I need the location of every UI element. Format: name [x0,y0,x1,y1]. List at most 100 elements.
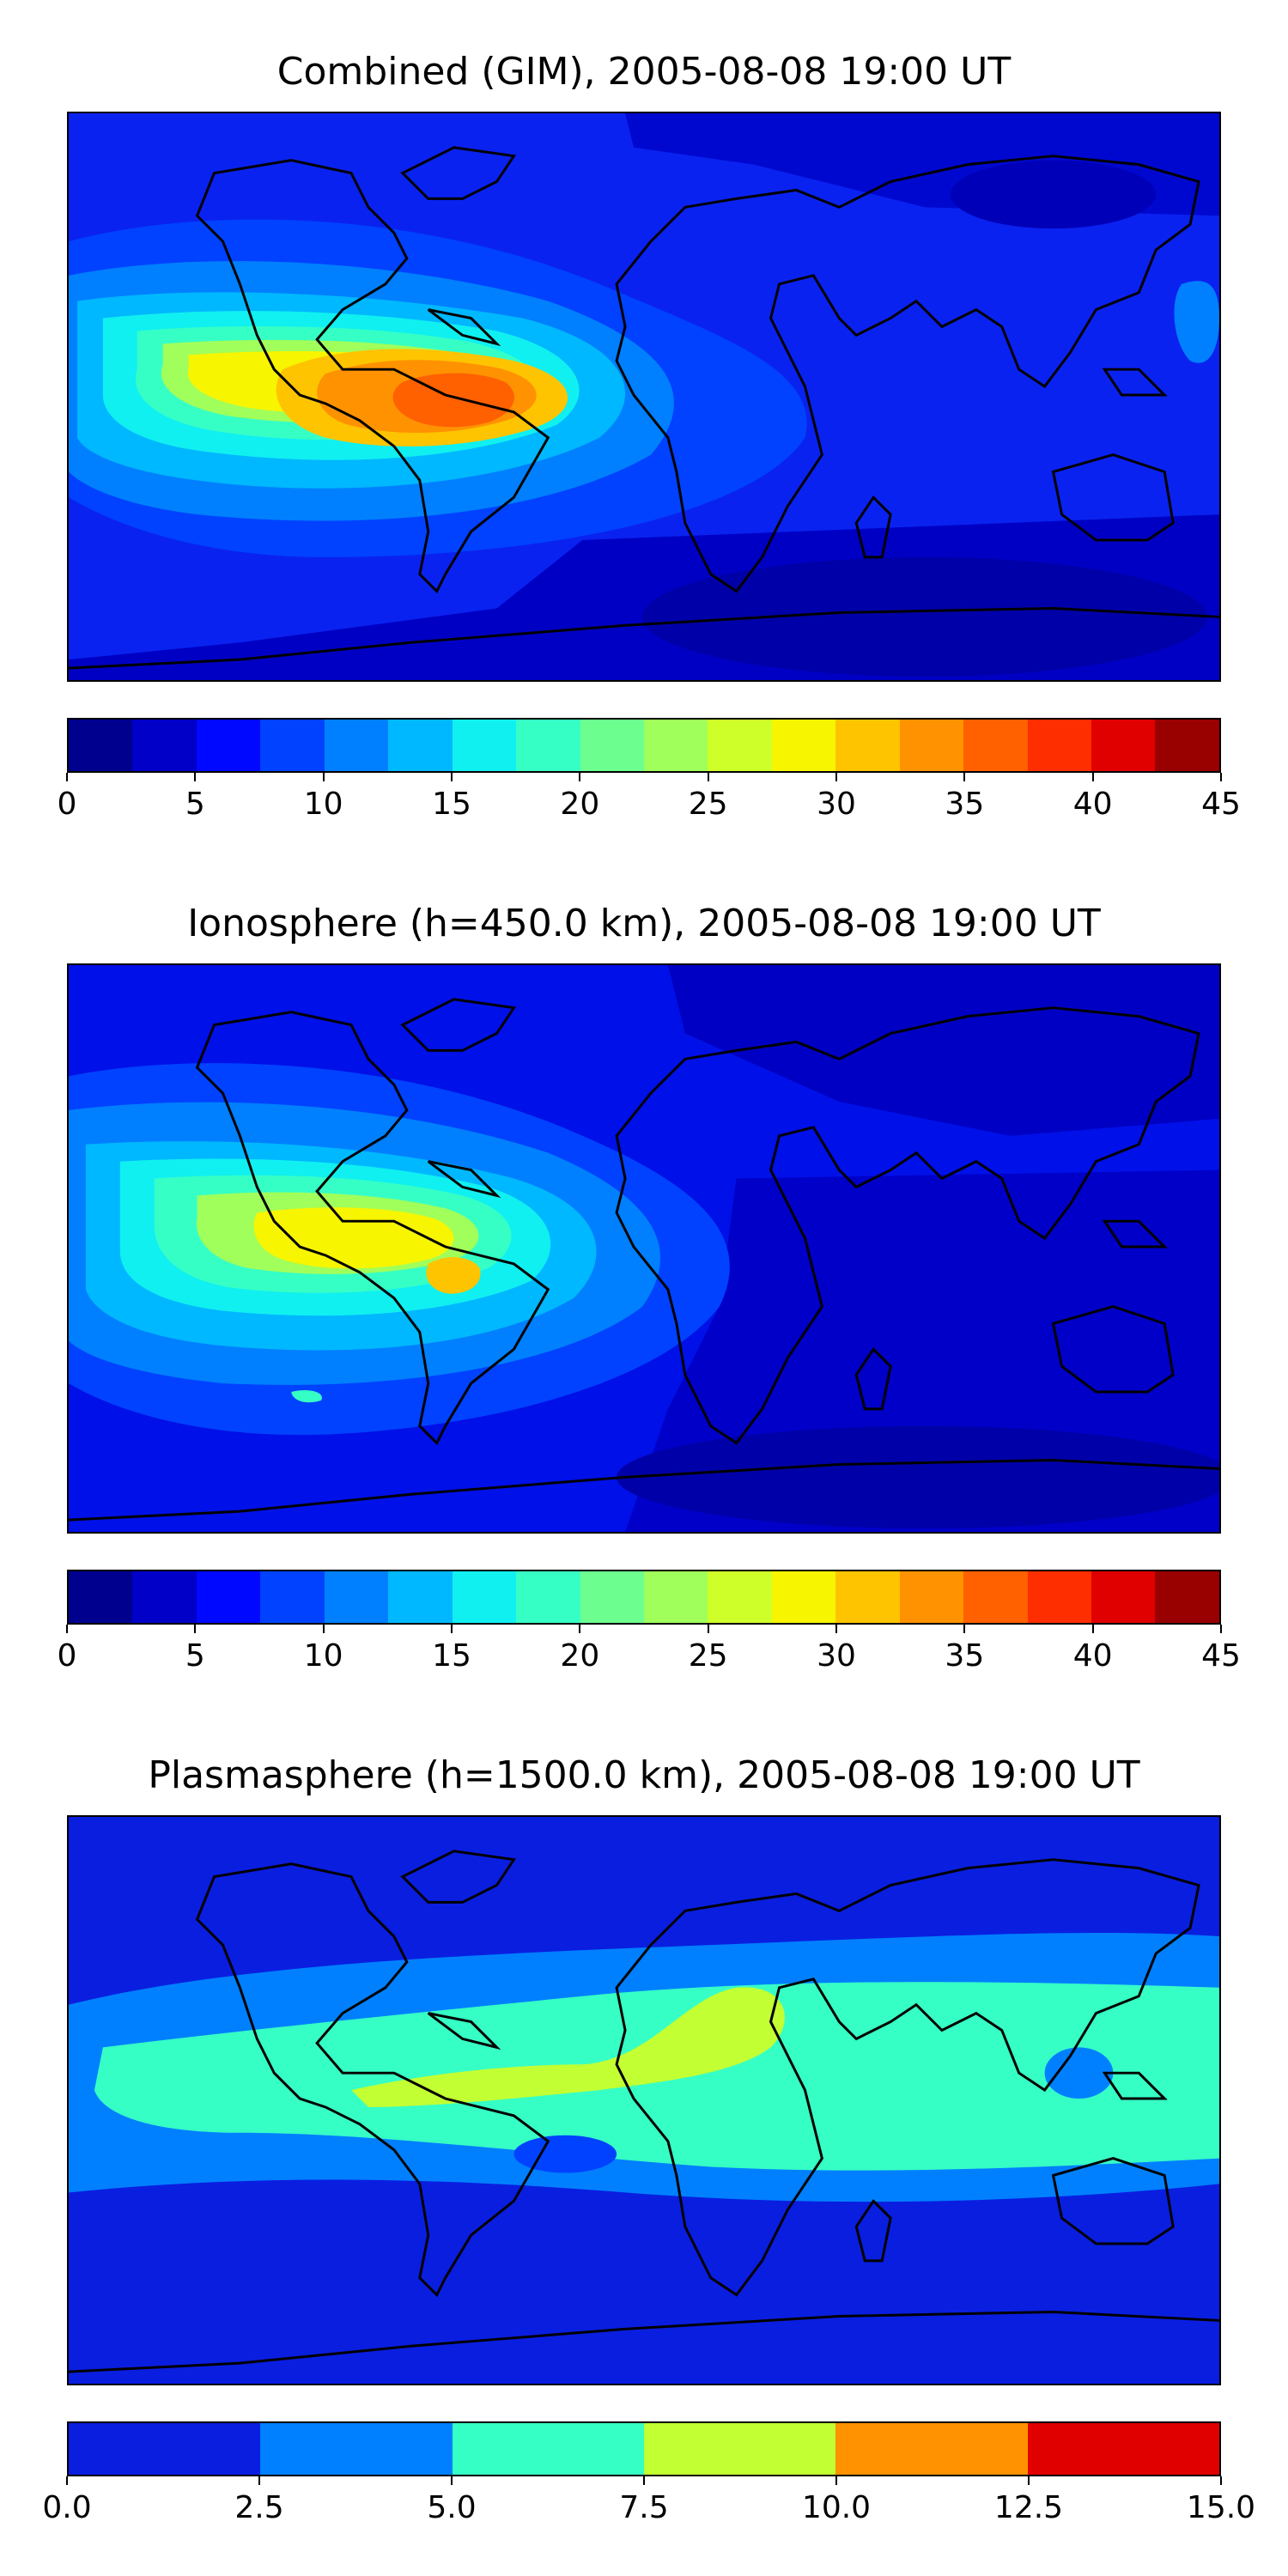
colorbar-tick-label: 20 [560,1638,600,1674]
colorbar-tick [963,1625,966,1633]
colorbar-segment [835,720,900,771]
colorbar-ticks: 0 5 10 15 20 25 30 35 40 45 [58,1625,1241,1674]
colorbar-tick-label: 10 [303,787,343,822]
colorbar-ticks: 0 5 10 15 20 25 30 35 40 45 [58,773,1241,822]
colorbar-segment [1027,1571,1091,1623]
colorbar-tick-label: 45 [1201,1638,1241,1674]
colorbar-segment [196,1571,261,1623]
colorbar-tick-label: 30 [817,1638,856,1674]
colorbar-tick-label: 12.5 [993,2490,1064,2525]
colorbar-segment [388,1571,453,1623]
colorbar-tick-label: 10 [303,1638,343,1674]
colorbar-tick-label: 25 [688,787,728,822]
colorbar-tick [835,1625,837,1633]
colorbar-tick [963,773,966,781]
colorbar-segment [1155,720,1219,771]
colorbar-tick-label: 5.0 [427,2490,477,2525]
colorbar-tick [322,1625,325,1633]
colorbar-segment [324,720,389,771]
tec-map-combined [67,112,1221,682]
colorbar-segment [580,720,644,771]
colorbar-tick-label: 10.0 [801,2490,872,2525]
colorbar-segment [260,720,325,771]
colorbar-tick-label: 20 [560,787,600,822]
colorbar-tick-label: 40 [1072,787,1113,822]
colorbar-tick [1028,2476,1030,2485]
colorbar-tick [1220,1625,1222,1633]
colorbar-segment [643,1571,708,1623]
colorbar-tick-label: 2.5 [234,2490,284,2525]
colorbar-segment [452,2423,644,2475]
colorbar-segment [452,1571,517,1623]
colorbar-tick-label: 40 [1072,1638,1113,1674]
colorbar-segment [899,720,964,771]
colorbar-tick-label: 5 [185,787,205,822]
colorbar-segment [69,1571,133,1623]
colorbar-segment [643,2423,836,2475]
colorbar-tick-label: 0 [57,787,77,822]
colorbar-tick [1091,773,1094,781]
tec-map-plasmasphere [67,1815,1221,2385]
colorbar-segment [708,720,772,771]
colorbar-segment [835,2423,1028,2475]
colorbar-segment [516,720,580,771]
panel-title: Ionosphere (h=450.0 km), 2005-08-08 19:0… [187,902,1101,945]
colorbar-tick-label: 45 [1201,787,1241,822]
colorbar [67,718,1221,773]
colorbar-tick [1220,2476,1222,2485]
colorbar-segment [899,1571,964,1623]
colorbar-segment [132,720,197,771]
colorbar-tick-label: 30 [817,787,856,822]
colorbar-tick [66,1625,68,1633]
colorbar-tick-label: 7.5 [619,2490,669,2525]
colorbar-tick-label: 35 [945,787,985,822]
colorbar-segment [835,1571,900,1623]
colorbar-tick-label: 5 [185,1638,205,1674]
colorbar [67,2421,1221,2476]
colorbar-tick [66,2476,68,2485]
colorbar-segment [324,1571,389,1623]
colorbar-tick [579,1625,581,1633]
colorbar-segment [1027,720,1091,771]
colorbar-tick [258,2476,260,2485]
colorbar-segment [963,1571,1028,1623]
colorbar-tick [451,2476,453,2485]
colorbar-segment [1027,2423,1219,2475]
colorbar-segment [452,720,517,771]
colorbar-segment [1155,1571,1219,1623]
colorbar-tick-label: 15.0 [1186,2490,1256,2525]
colorbar-tick [322,773,325,781]
colorbar-segment [771,1571,836,1623]
colorbar-segment [771,720,836,771]
colorbar-tick [707,1625,709,1633]
colorbar-ticks: 0.0 2.5 5.0 7.5 10.0 12.5 15.0 [42,2476,1255,2525]
colorbar-segment [963,720,1028,771]
colorbar-segment [1091,720,1156,771]
colorbar-segment [260,1571,325,1623]
colorbar-tick-label: 35 [945,1638,985,1674]
colorbar-tick [194,773,197,781]
colorbar-segment [580,1571,644,1623]
colorbar-tick [707,773,709,781]
colorbar-segment [643,720,708,771]
colorbar-segment [69,720,133,771]
colorbar-tick [835,2476,837,2485]
panel-title: Plasmasphere (h=1500.0 km), 2005-08-08 1… [148,1753,1140,1797]
colorbar-segment [708,1571,772,1623]
colorbar-segment [388,720,453,771]
colorbar-tick [579,773,581,781]
colorbar-segment [69,2423,261,2475]
colorbar-segment [516,1571,580,1623]
colorbar [67,1570,1221,1625]
colorbar-tick-label: 0 [57,1638,77,1674]
colorbar-tick [643,2476,645,2485]
panel-title: Combined (GIM), 2005-08-08 19:00 UT [276,50,1012,94]
colorbar-segment [1091,1571,1156,1623]
colorbar-tick-label: 15 [432,1638,471,1674]
colorbar-tick [835,773,837,781]
colorbar-tick-label: 25 [688,1638,728,1674]
colorbar-tick [451,773,453,781]
colorbar-tick [66,773,68,781]
colorbar-tick-label: 0.0 [42,2490,92,2525]
colorbar-tick [1091,1625,1094,1633]
